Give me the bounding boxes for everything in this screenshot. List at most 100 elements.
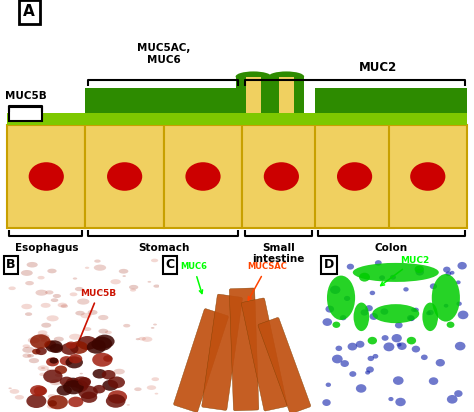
Ellipse shape <box>47 404 57 409</box>
Ellipse shape <box>340 315 346 321</box>
Ellipse shape <box>93 385 105 393</box>
Ellipse shape <box>41 303 51 308</box>
Ellipse shape <box>30 385 46 396</box>
Ellipse shape <box>344 296 350 301</box>
Ellipse shape <box>122 275 126 277</box>
Ellipse shape <box>106 394 126 408</box>
Ellipse shape <box>61 304 68 308</box>
Ellipse shape <box>407 337 416 344</box>
Bar <box>294 77 304 124</box>
Ellipse shape <box>421 355 428 360</box>
Ellipse shape <box>147 281 151 283</box>
Ellipse shape <box>340 360 349 367</box>
Text: MUC2: MUC2 <box>381 256 429 286</box>
Ellipse shape <box>9 387 12 389</box>
Ellipse shape <box>48 400 57 406</box>
Ellipse shape <box>395 322 402 328</box>
Ellipse shape <box>450 271 455 275</box>
Ellipse shape <box>55 365 67 374</box>
Ellipse shape <box>151 327 155 329</box>
Ellipse shape <box>105 331 112 334</box>
Ellipse shape <box>73 377 91 389</box>
Ellipse shape <box>99 290 103 293</box>
Bar <box>242 113 315 124</box>
Ellipse shape <box>447 395 457 404</box>
Ellipse shape <box>28 337 40 343</box>
Ellipse shape <box>34 386 47 396</box>
Ellipse shape <box>236 71 271 82</box>
Ellipse shape <box>415 269 424 276</box>
Ellipse shape <box>264 162 299 191</box>
Ellipse shape <box>102 380 118 391</box>
Ellipse shape <box>65 356 83 368</box>
Ellipse shape <box>430 283 437 289</box>
Ellipse shape <box>107 162 142 191</box>
Ellipse shape <box>366 366 374 373</box>
Ellipse shape <box>25 312 32 316</box>
Ellipse shape <box>75 311 85 316</box>
Ellipse shape <box>119 269 128 274</box>
Ellipse shape <box>56 385 72 396</box>
Ellipse shape <box>80 373 83 375</box>
Bar <box>268 77 279 124</box>
Ellipse shape <box>130 288 136 292</box>
Ellipse shape <box>41 367 46 369</box>
Ellipse shape <box>383 342 394 351</box>
Ellipse shape <box>456 302 462 306</box>
Ellipse shape <box>94 260 100 263</box>
Bar <box>164 124 242 228</box>
Bar <box>315 88 467 113</box>
Ellipse shape <box>151 259 158 262</box>
Ellipse shape <box>110 279 121 284</box>
Ellipse shape <box>114 369 125 375</box>
Bar <box>315 124 394 228</box>
Ellipse shape <box>185 162 220 191</box>
Ellipse shape <box>127 404 130 406</box>
Bar <box>279 77 294 124</box>
Ellipse shape <box>327 276 355 320</box>
Ellipse shape <box>94 265 106 271</box>
Ellipse shape <box>123 324 130 328</box>
Ellipse shape <box>102 370 116 379</box>
Ellipse shape <box>45 340 63 352</box>
Ellipse shape <box>147 385 156 390</box>
Ellipse shape <box>108 390 127 404</box>
Ellipse shape <box>43 370 63 383</box>
Ellipse shape <box>390 275 396 280</box>
Ellipse shape <box>142 337 153 342</box>
Text: MUC5B: MUC5B <box>5 91 46 101</box>
Ellipse shape <box>78 377 91 386</box>
Ellipse shape <box>92 353 112 367</box>
Ellipse shape <box>48 394 56 398</box>
Ellipse shape <box>36 290 47 296</box>
Ellipse shape <box>15 395 24 400</box>
Ellipse shape <box>44 341 56 349</box>
Ellipse shape <box>154 285 160 288</box>
Ellipse shape <box>41 323 51 328</box>
Ellipse shape <box>454 390 463 397</box>
Ellipse shape <box>432 274 460 322</box>
Bar <box>315 113 467 124</box>
Ellipse shape <box>337 162 372 191</box>
Ellipse shape <box>412 346 420 353</box>
Ellipse shape <box>326 383 331 387</box>
Ellipse shape <box>46 358 59 366</box>
Text: MUC6: MUC6 <box>180 262 207 293</box>
Text: MUC5B: MUC5B <box>76 289 117 347</box>
FancyBboxPatch shape <box>229 288 259 411</box>
Ellipse shape <box>354 302 369 331</box>
Ellipse shape <box>69 334 81 340</box>
Bar <box>85 113 242 124</box>
Ellipse shape <box>91 339 105 349</box>
Ellipse shape <box>407 315 414 321</box>
Ellipse shape <box>413 308 419 312</box>
Ellipse shape <box>359 273 370 282</box>
Ellipse shape <box>268 71 304 82</box>
Ellipse shape <box>50 344 63 353</box>
Ellipse shape <box>332 322 340 328</box>
Ellipse shape <box>63 380 84 394</box>
Ellipse shape <box>444 304 448 308</box>
Ellipse shape <box>153 323 157 325</box>
Ellipse shape <box>62 381 71 385</box>
Ellipse shape <box>95 335 115 348</box>
